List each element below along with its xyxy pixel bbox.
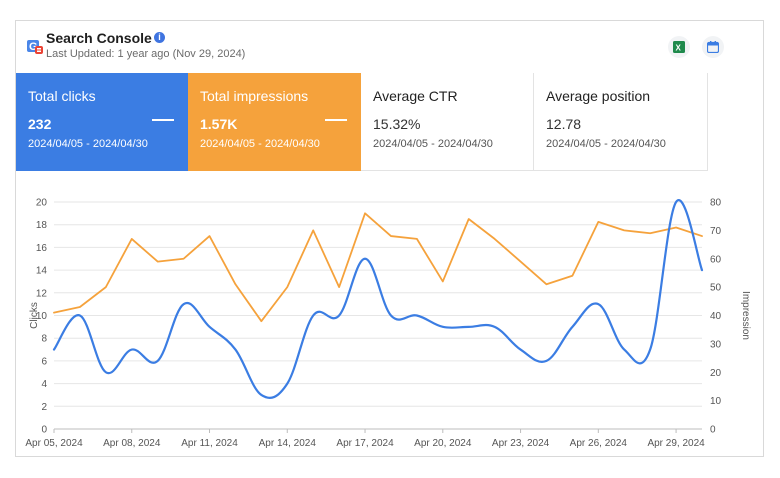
y-tick-label: 8 [41, 334, 47, 345]
info-icon[interactable]: i [154, 32, 165, 43]
x-tick-label: Apr 08, 2024 [103, 438, 161, 449]
tile-average-ctr[interactable]: Average CTR 15.32% 2024/04/05 - 2024/04/… [361, 73, 534, 171]
tile-value: 12.78 [546, 116, 582, 132]
y-right-tick-label: 60 [710, 254, 722, 265]
search-console-logo-icon: G [27, 40, 43, 54]
y-tick-label: 12 [36, 288, 48, 299]
x-tick-label: Apr 29, 2024 [647, 438, 705, 449]
y-right-tick-label: 10 [710, 396, 722, 407]
tile-date-range: 2024/04/05 - 2024/04/30 [28, 138, 148, 150]
tile-date-range: 2024/04/05 - 2024/04/30 [373, 138, 493, 150]
y-tick-label: 18 [36, 220, 48, 231]
y-tick-label: 0 [41, 425, 47, 436]
x-tick-label: Apr 17, 2024 [336, 438, 394, 449]
tile-date-range: 2024/04/05 - 2024/04/30 [200, 138, 320, 150]
y-right-tick-label: 70 [710, 226, 722, 237]
x-tick-label: Apr 23, 2024 [492, 438, 550, 449]
y-tick-label: 14 [36, 266, 48, 277]
x-tick-label: Apr 05, 2024 [25, 438, 83, 449]
y-axis-title: Clicks [29, 302, 40, 329]
y-tick-label: 20 [36, 198, 48, 209]
x-tick-label: Apr 14, 2024 [259, 438, 317, 449]
svg-text:X: X [676, 44, 682, 53]
y-right-tick-label: 30 [710, 339, 722, 350]
calendar-icon [707, 41, 719, 53]
page-title: Search Console [46, 30, 152, 46]
date-range-button[interactable] [702, 36, 724, 58]
y-tick-label: 16 [36, 243, 48, 254]
x-tick-label: Apr 26, 2024 [570, 438, 628, 449]
clicks-impressions-chart: 0 2 4 6 8 10 12 14 16 18 20 0 10 20 30 40 50 60 70 80 Apr 05… [25, 198, 751, 450]
excel-icon: X [673, 41, 685, 53]
series-line-indicator [152, 119, 174, 121]
tile-total-clicks[interactable]: Total clicks 232 2024/04/05 - 2024/04/30 [16, 73, 188, 171]
y-right-tick-label: 0 [710, 425, 716, 436]
metric-tiles: Total clicks 232 2024/04/05 - 2024/04/30… [16, 73, 763, 171]
series-line-indicator [325, 119, 347, 121]
last-updated-text: Last Updated: 1 year ago (Nov 29, 2024) [46, 48, 246, 60]
tile-average-position[interactable]: Average position 12.78 2024/04/05 - 2024… [534, 73, 708, 171]
tile-total-impressions[interactable]: Total impressions 1.57K 2024/04/05 - 202… [188, 73, 361, 171]
clicks-series-line [52, 198, 704, 399]
tile-label: Average position [546, 88, 651, 104]
x-tick-label: Apr 11, 2024 [181, 438, 238, 449]
tile-label: Total impressions [200, 88, 309, 104]
tile-label: Average CTR [373, 88, 458, 104]
export-excel-button[interactable]: X [668, 36, 690, 58]
tile-value: 1.57K [200, 116, 238, 132]
y-tick-label: 10 [36, 311, 48, 322]
x-tick-label: Apr 20, 2024 [414, 438, 472, 449]
y-right-tick-label: 50 [710, 283, 722, 294]
search-console-card: G Search Console i Last Updated: 1 year … [15, 20, 764, 457]
tile-value: 232 [28, 116, 52, 132]
svg-text:G: G [29, 41, 38, 53]
tile-value: 15.32% [373, 116, 421, 132]
y-right-axis-title: Impression [740, 291, 751, 340]
y-right-tick-label: 20 [710, 368, 722, 379]
tile-date-range: 2024/04/05 - 2024/04/30 [546, 138, 666, 150]
tile-label: Total clicks [28, 88, 96, 104]
y-tick-label: 6 [41, 356, 47, 367]
y-tick-label: 2 [41, 402, 47, 413]
y-tick-label: 4 [41, 379, 47, 390]
y-right-tick-label: 40 [710, 311, 722, 322]
impressions-series-line [53, 212, 703, 323]
y-right-tick-label: 80 [710, 198, 722, 209]
card-header: G Search Console i Last Updated: 1 year … [16, 21, 763, 73]
